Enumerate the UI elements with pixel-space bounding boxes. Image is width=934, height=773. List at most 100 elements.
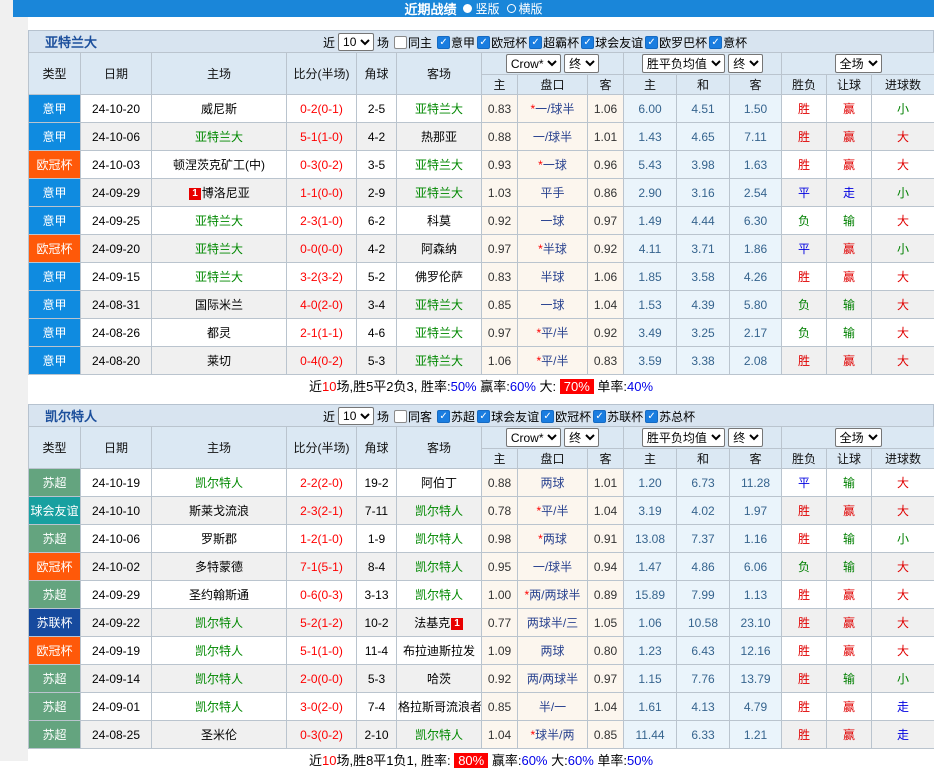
same-side-filter[interactable]: 同主 [394, 34, 432, 51]
result-wdl: 胜 [782, 95, 827, 123]
handicap-home-odds: 1.04 [482, 721, 518, 749]
avg-draw-odds: 6.33 [677, 721, 730, 749]
radio-selected-icon[interactable] [463, 4, 472, 13]
home-team-name: 斯莱戈流浪 [189, 504, 249, 518]
league-filter[interactable]: ✓意杯 [709, 34, 747, 51]
handicap-line: *半球 [518, 235, 588, 263]
result-goals: 大 [872, 263, 934, 291]
handicap-away-odds: 1.04 [588, 291, 624, 319]
home-team: 凯尔特人 [152, 469, 287, 497]
avg-draw-odds: 4.02 [677, 497, 730, 525]
summary-text: 40% [627, 379, 653, 394]
checkbox-checked-icon: ✓ [437, 410, 450, 423]
col-handicap: 盘口 [518, 449, 588, 469]
handicap-line: *两球 [518, 525, 588, 553]
corners: 4-6 [357, 319, 397, 347]
home-team: 国际米兰 [152, 291, 287, 319]
result-handicap: 输 [827, 665, 872, 693]
result-goals: 大 [872, 151, 934, 179]
avg-draw-odds: 3.16 [677, 179, 730, 207]
handicap-away-odds: 0.83 [588, 347, 624, 375]
bookmaker-select[interactable]: Crow* [506, 54, 561, 73]
avg-final-select[interactable]: 终 [728, 428, 763, 447]
away-team-name: 亚特兰大 [415, 158, 463, 172]
handicap-line: 平手 [518, 179, 588, 207]
handicap-away-odds: 0.89 [588, 581, 624, 609]
score: 0-2(0-1) [287, 95, 357, 123]
avg-away-odds: 4.79 [730, 693, 782, 721]
avg-away-odds: 11.28 [730, 469, 782, 497]
main-content: 亚特兰大 近 10 场 同主 ✓意甲✓欧冠杯✓超霸杯✓球会友谊✓欧罗巴杯✓意杯 … [28, 30, 934, 773]
col-score: 比分(半场) [287, 427, 357, 469]
handicap-final-select[interactable]: 终 [564, 54, 599, 73]
match-date: 24-09-22 [81, 609, 152, 637]
avg-odds-select[interactable]: 胜平负均值 [642, 428, 725, 447]
same-side-filter[interactable]: 同客 [394, 408, 432, 425]
league-filter[interactable]: ✓超霸杯 [529, 34, 579, 51]
avg-away-odds: 1.21 [730, 721, 782, 749]
handicap-away-odds: 0.92 [588, 235, 624, 263]
result-wdl: 负 [782, 207, 827, 235]
handicap-final-select[interactable]: 终 [564, 428, 599, 447]
match-date: 24-10-19 [81, 469, 152, 497]
league-badge: 苏超 [29, 525, 81, 553]
league-filter[interactable]: ✓欧罗巴杯 [645, 34, 707, 51]
result-handicap: 赢 [827, 693, 872, 721]
home-team-name: 亚特兰大 [195, 242, 243, 256]
handicap-line: *一球 [518, 151, 588, 179]
corners: 3-13 [357, 581, 397, 609]
col-odds-home: 主 [482, 75, 518, 95]
result-goals: 大 [872, 347, 934, 375]
league-filter[interactable]: ✓球会友谊 [477, 408, 539, 425]
handicap-line: 两/两球半 [518, 665, 588, 693]
avg-home-odds: 1.20 [624, 469, 677, 497]
league-filter[interactable]: ✓苏超 [437, 408, 475, 425]
summary-text: 60% [510, 379, 536, 394]
red-card-badge: 1 [189, 188, 201, 200]
handicap-home-odds: 0.85 [482, 291, 518, 319]
league-filter[interactable]: ✓欧冠杯 [477, 34, 527, 51]
corners: 5-2 [357, 263, 397, 291]
league-filter[interactable]: ✓球会友谊 [581, 34, 643, 51]
home-team-name: 凯尔特人 [195, 616, 243, 630]
col-home: 主场 [152, 53, 287, 95]
handicap-away-odds: 0.86 [588, 179, 624, 207]
league-filter[interactable]: ✓意甲 [437, 34, 475, 51]
match-count-select[interactable]: 10 [338, 407, 374, 425]
avg-away-odds: 1.63 [730, 151, 782, 179]
away-team-name: 热那亚 [421, 130, 457, 144]
away-team-name: 哈茨 [427, 672, 451, 686]
radio-unselected-icon[interactable] [507, 4, 516, 13]
home-team-name: 圣米伦 [201, 728, 237, 742]
scope-select[interactable]: 全场 [835, 428, 882, 447]
col-corner: 角球 [357, 53, 397, 95]
avg-home-odds: 1.06 [624, 609, 677, 637]
scope-select-group: 全场 [782, 53, 934, 75]
avg-odds-select[interactable]: 胜平负均值 [642, 54, 725, 73]
star-mark: * [524, 588, 529, 602]
league-filter-label: 意杯 [723, 34, 747, 51]
layout-option-vertical[interactable]: 竖版 [463, 0, 499, 17]
handicap-line: 半球 [518, 263, 588, 291]
layout-option-horizontal[interactable]: 横版 [507, 0, 543, 17]
match-count-select[interactable]: 10 [338, 33, 374, 51]
scope-select[interactable]: 全场 [835, 54, 882, 73]
score: 1-2(1-0) [287, 525, 357, 553]
avg-away-odds: 1.13 [730, 581, 782, 609]
avg-draw-odds: 4.51 [677, 95, 730, 123]
handicap-away-odds: 1.01 [588, 123, 624, 151]
bookmaker-select[interactable]: Crow* [506, 428, 561, 447]
league-filter[interactable]: ✓苏总杯 [645, 408, 695, 425]
match-date: 24-08-26 [81, 319, 152, 347]
league-filter[interactable]: ✓欧冠杯 [541, 408, 591, 425]
result-handicap: 赢 [827, 123, 872, 151]
league-filter-label: 超霸杯 [543, 34, 579, 51]
score: 2-0(0-0) [287, 665, 357, 693]
checkbox-checked-icon: ✓ [437, 36, 450, 49]
avg-final-select[interactable]: 终 [728, 54, 763, 73]
league-filter[interactable]: ✓苏联杯 [593, 408, 643, 425]
home-team-name: 凯尔特人 [195, 476, 243, 490]
away-team-name: 亚特兰大 [415, 102, 463, 116]
avg-away-odds: 12.16 [730, 637, 782, 665]
